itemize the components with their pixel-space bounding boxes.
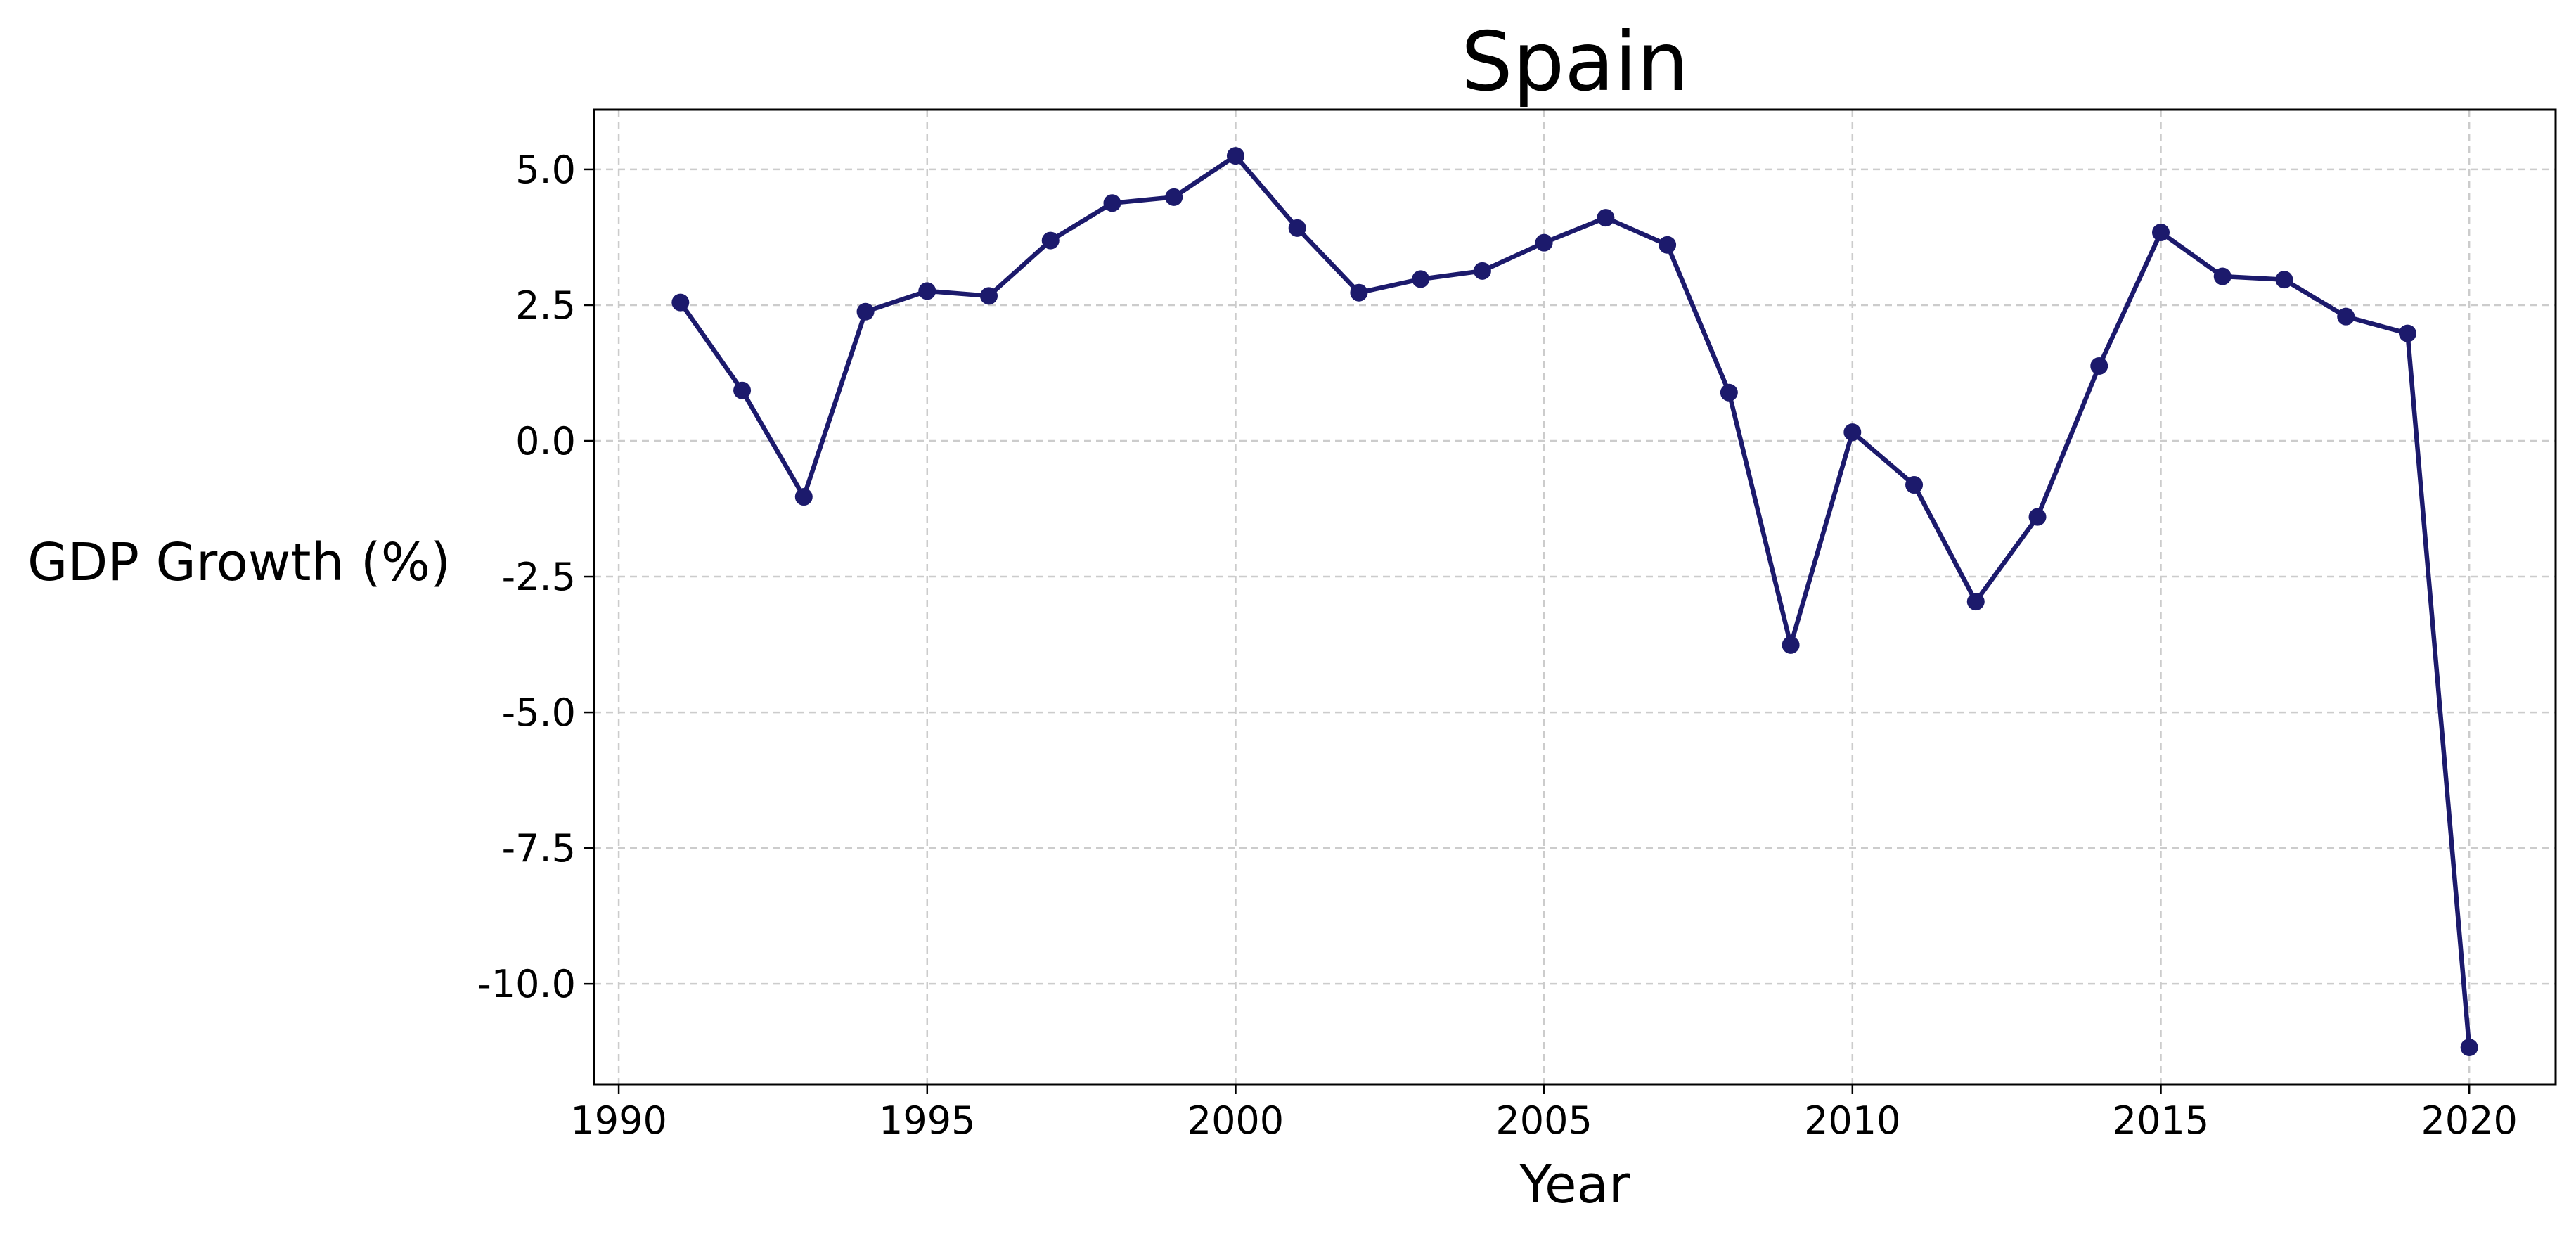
data-point [1041, 231, 1060, 250]
data-point [1720, 383, 1738, 402]
data-point [1165, 188, 1183, 206]
y-tick-label: 0.0 [515, 419, 576, 463]
data-point [1535, 233, 1553, 252]
data-point [2028, 508, 2047, 526]
series-line [678, 153, 2472, 1050]
y-tick-label: -5.0 [502, 691, 576, 735]
y-tick-label: 5.0 [515, 148, 576, 192]
y-axis-label: GDP Growth (%) [27, 532, 451, 593]
data-point [2275, 271, 2293, 289]
data-point [980, 287, 998, 305]
data-point [856, 302, 875, 321]
grid-lines [594, 110, 2556, 1084]
axis-ticks: 1990 1995 2000 2005 2010 2015 2020 5.0 2.5 0.0 -2.… [477, 148, 2518, 1143]
x-axis-label: Year [1519, 1155, 1630, 1215]
data-point [1103, 194, 1121, 212]
data-point [671, 293, 690, 312]
chart-title: Spain [1461, 15, 1689, 110]
plot-frame [593, 108, 2557, 1086]
x-tick-label: 2020 [2421, 1098, 2517, 1143]
data-point [1350, 283, 1368, 302]
x-tick-label: 2005 [1495, 1098, 1592, 1143]
data-point [733, 381, 752, 399]
data-point [2213, 267, 2232, 285]
data-point [1473, 262, 1491, 280]
data-point [1843, 423, 1862, 442]
y-tick-label: 2.5 [515, 283, 576, 328]
y-tick-label: -10.0 [477, 962, 576, 1006]
data-point [918, 282, 936, 300]
y-tick-label: -7.5 [502, 826, 576, 871]
data-point [1597, 209, 1615, 227]
data-point [1905, 476, 1924, 494]
x-tick-label: 1990 [570, 1098, 666, 1143]
data-point [2398, 324, 2416, 342]
x-tick-label: 2015 [2113, 1098, 2209, 1143]
data-point [1226, 147, 1244, 165]
data-point [2337, 307, 2355, 326]
data-point [2460, 1038, 2478, 1056]
y-tick-label: -2.5 [502, 555, 576, 599]
series-points [671, 147, 2478, 1056]
data-point [2151, 224, 2170, 242]
data-point [1288, 219, 1306, 237]
x-tick-label: 2000 [1187, 1098, 1284, 1143]
x-tick-label: 1995 [879, 1098, 975, 1143]
data-point [1966, 593, 1985, 611]
x-tick-label: 2010 [1804, 1098, 1900, 1143]
data-point [1782, 636, 1800, 654]
data-point [1659, 236, 1677, 254]
data-point [2090, 357, 2108, 375]
data-point [794, 488, 813, 506]
data-point [1412, 270, 1430, 288]
